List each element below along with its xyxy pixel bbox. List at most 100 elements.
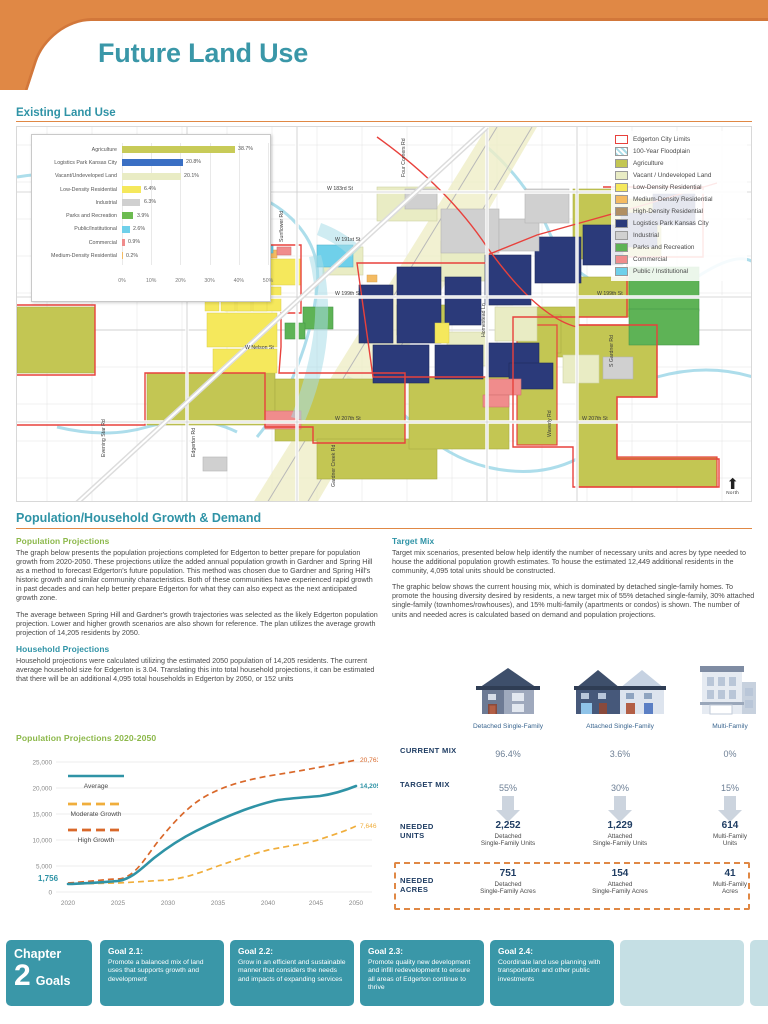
- cell-needed-acres-multifamily: 41 Multi-Family Acres: [678, 868, 768, 896]
- legend-item: Medium-Density Residential: [615, 194, 743, 206]
- legend-label: Parks and Recreation: [633, 244, 695, 252]
- bar-value-label: 0.9%: [128, 239, 141, 246]
- value: 41: [724, 868, 736, 879]
- x-tick: 10%: [145, 278, 157, 284]
- bar-category-label: Vacant/Undeveloped Land: [54, 173, 117, 180]
- goal-title: Goal 2.4:: [498, 946, 534, 956]
- existing-land-use-map[interactable]: W 183rd St W 199th St W 199th St W 207th…: [16, 126, 752, 502]
- x-tick: 2050: [349, 900, 364, 907]
- value: 154: [611, 868, 629, 879]
- legend-swatch-100-year-floodplain: [615, 147, 628, 157]
- caption: Detached Single-Family Acres: [480, 881, 536, 896]
- bar-category-label: Agriculture: [91, 146, 117, 153]
- legend-label: 100-Year Floodplain: [633, 148, 690, 156]
- street-label: W 199th St: [335, 291, 361, 297]
- legend-label: Logistics Park Kansas City: [633, 220, 709, 228]
- cell-current-mix-attached: 3.6%: [568, 744, 672, 762]
- legend-item: Commercial: [615, 254, 743, 266]
- bar-value-label: 38.7%: [238, 146, 254, 153]
- value: 1,229: [607, 820, 633, 831]
- value: 3.6%: [609, 749, 631, 759]
- goal-title: Goal 2.3:: [368, 946, 404, 956]
- y-tick: 15,000: [32, 812, 52, 819]
- street-label: W 183rd St: [327, 186, 354, 192]
- street-label: W 199th St: [597, 291, 623, 297]
- chapter-goals-word: Goals: [35, 974, 71, 988]
- section-rule-population-household: [16, 528, 752, 529]
- legend-label: Industrial: [633, 232, 659, 240]
- cell-needed-acres-attached: 154 Attached Single-Family Acres: [568, 868, 672, 896]
- caption: Attached Single-Family Acres: [592, 881, 648, 896]
- target-mix-column: Target Mix Target mix scenarios, present…: [392, 536, 756, 626]
- legend-swatch-parks-and-recreation: [615, 243, 628, 253]
- x-tick: 20%: [175, 278, 186, 284]
- bar-row: Industrial 6.3%: [36, 196, 264, 209]
- legend-swatch-industrial: [615, 231, 628, 241]
- bar-value-label: 3.9%: [137, 212, 150, 219]
- value: 614: [721, 820, 739, 831]
- value: 55%: [498, 783, 517, 793]
- down-arrow-icon: [496, 796, 520, 822]
- legend-swatch-logistics-park-kansas-city: [615, 219, 628, 229]
- housing-column-detached: Detached Single-Family: [456, 662, 560, 730]
- cell-needed-units-attached: 1,229 Attached Single-Family Units: [568, 820, 672, 848]
- legend-item: Low-Density Residential: [615, 182, 743, 194]
- annotation-average-end: 14,205: [360, 783, 378, 790]
- goal-card-placeholder-1[interactable]: [620, 940, 744, 1006]
- x-tick: 2025: [111, 900, 126, 907]
- legend-label: Commercial: [633, 256, 668, 264]
- paragraph-household-1: Household projections were calculated ut…: [16, 655, 375, 684]
- legend-item: Logistics Park Kansas City: [615, 218, 743, 230]
- cell-needed-units-detached: 2,252 Detached Single-Family Units: [456, 820, 560, 848]
- x-tick: 2045: [309, 900, 324, 907]
- goal-card-2-1[interactable]: Goal 2.1: Promote a balanced mix of land…: [100, 940, 224, 1006]
- goal-card-placeholder-2[interactable]: [750, 940, 768, 1006]
- legend-label: Vacant / Undeveloped Land: [633, 172, 712, 180]
- street-label: Homestead Ln: [481, 303, 487, 337]
- legend-item: Vacant / Undeveloped Land: [615, 170, 743, 182]
- chapter-number: 2: [14, 959, 31, 992]
- x-tick: 2030: [161, 900, 176, 907]
- goal-text: Grow in an efficient and sustainable man…: [238, 959, 346, 983]
- legend-swatch-vacant-undeveloped-land: [615, 171, 628, 181]
- caption: Attached Single-Family Units: [592, 833, 648, 848]
- bar-value-label: 20.8%: [186, 159, 202, 166]
- y-tick: 10,000: [32, 838, 52, 845]
- down-arrow-icon: [608, 796, 632, 822]
- series-average: [66, 784, 358, 886]
- map-legend: Edgerton City Limits 100-Year Floodplain…: [611, 131, 747, 281]
- street-label: Evening Star Rd: [101, 419, 107, 457]
- section-rule-existing-land-use: [16, 121, 752, 122]
- street-label: W 191st St: [335, 237, 361, 243]
- housing-column-attached: Attached Single-Family: [568, 662, 672, 730]
- street-label: Sunflower Rd: [279, 211, 285, 242]
- north-arrow-label: North: [726, 490, 739, 495]
- x-tick: 50%: [262, 278, 274, 284]
- line-chart-graphic: 25,000 20,000 15,000 10,000 5,000 0 2020…: [32, 757, 380, 907]
- street-label: Gardner Creek Rd: [331, 445, 337, 487]
- caption: Detached Single-Family Units: [480, 833, 536, 848]
- street-label: W Nelson St: [245, 345, 274, 351]
- bar-category-label: Public/Institutional: [74, 226, 117, 233]
- legend-label-average: Average: [84, 783, 109, 790]
- goal-card-2-4[interactable]: Goal 2.4: Coordinate land use planning w…: [490, 940, 614, 1006]
- line-chart-legend: Average Moderate Growth High Growth: [68, 774, 124, 844]
- cell-target-mix-attached: 30%: [568, 778, 672, 796]
- goal-card-2-2[interactable]: Goal 2.2: Grow in an efficient and susta…: [230, 940, 354, 1006]
- north-arrow: ⬆ North: [726, 476, 739, 495]
- paragraph-population-1: The graph below presents the population …: [16, 548, 373, 603]
- row-label-current-mix: CURRENT MIX: [400, 746, 457, 755]
- north-arrow-icon: ⬆: [726, 476, 739, 493]
- attached-house-icon: [574, 670, 666, 714]
- legend-item: Edgerton City Limits: [615, 134, 743, 146]
- page-header-band: [0, 0, 768, 90]
- street-label: Four Corners Rd: [401, 138, 407, 177]
- legend-label: Medium-Density Residential: [633, 196, 713, 204]
- y-tick: 20,000: [32, 786, 52, 793]
- goal-card-2-3[interactable]: Goal 2.3: Promote quality new developmen…: [360, 940, 484, 1006]
- cell-current-mix-multifamily: 0%: [678, 744, 768, 762]
- x-tick: 2035: [211, 900, 226, 907]
- cell-current-mix-detached: 96.4%: [456, 744, 560, 762]
- needed-acres-highlight-box: [394, 862, 750, 910]
- bar-chart-x-axis: 0% 10% 20% 30% 40% 50%: [118, 277, 273, 289]
